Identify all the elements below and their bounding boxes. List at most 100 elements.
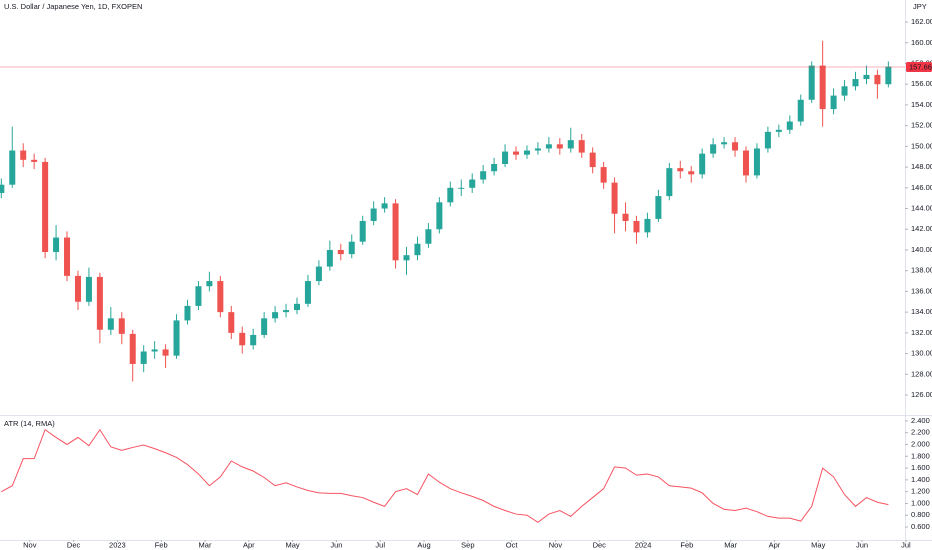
candle-body [403,255,410,261]
x-tick-label: Jun [856,540,868,549]
candle-body [425,229,432,244]
y-tick-label: 148.000 [911,162,932,171]
candle-body [293,303,301,311]
candle-body [304,281,311,304]
candle-body [228,312,235,333]
candle-body [677,168,684,172]
x-tick-label: May [811,540,825,549]
y-tick-label: 156.000 [911,79,932,88]
y-tick-label: 1.800 [911,451,930,460]
candle-body [819,65,826,110]
y-tick-label: 140.000 [911,245,932,254]
y-tick-label: 0.600 [911,522,930,531]
x-tick-label: Dec [67,540,81,549]
y-tick-label: 1.000 [911,498,930,507]
candle-body [315,266,322,282]
candle-body [250,334,257,346]
candle-body [502,151,509,164]
candle-body [9,150,16,185]
symbol-title: U.S. Dollar / Japanese Yen, 1D, FXOPEN [4,2,142,11]
candle-body [162,349,169,356]
y-tick-label: 126.000 [911,390,932,399]
x-tick-label: Jun [330,540,342,549]
candle-body [42,161,49,253]
y-tick-label: 144.000 [911,204,932,213]
y-tick-label: 160.000 [911,38,932,47]
candle-body [753,148,760,176]
candle-body [655,196,662,219]
candle-body [129,333,136,364]
candle-body [64,237,71,276]
y-tick-label: 154.000 [911,100,932,109]
x-tick-label: Apr [769,540,781,549]
candle-body [217,281,224,313]
candle-body [392,203,399,261]
candle-body [85,276,92,302]
x-tick-label: Oct [506,540,519,549]
y-tick-label: 150.000 [911,141,932,150]
y-tick-label: 142.000 [911,224,932,233]
x-tick-label: 2023 [109,540,126,549]
candle-body [173,320,180,356]
last-price-box [906,62,932,73]
currency-label: JPY [913,2,927,11]
candle-body [600,167,607,183]
candle-body [74,275,81,302]
y-tick-label: 2.200 [911,428,930,437]
y-tick-label: 138.000 [911,266,932,275]
candle-body [436,202,443,230]
candle-body [556,144,563,149]
candle-body [885,66,892,85]
candle-body [688,171,695,175]
candle-body [0,184,5,193]
x-tick-label: Feb [680,540,693,549]
candle-body [513,151,520,155]
y-tick-label: 130.000 [911,349,932,358]
candle-body [184,305,191,321]
candle-body [359,220,366,242]
candle-body [151,349,158,352]
y-tick-label: 0.800 [911,510,930,519]
y-tick-label: 134.000 [911,307,932,316]
candle-body [786,121,793,130]
y-tick-label: 2.000 [911,439,930,448]
candle-body [458,187,465,189]
candle-body [523,150,530,155]
candle-body [589,152,596,168]
candle-body [699,153,706,175]
candle-body [206,281,213,287]
candle-body [370,208,377,221]
candle-body [118,318,125,334]
candle-body [633,220,640,233]
candle-body [622,213,629,221]
candle-body [140,351,147,364]
candle-body [337,249,344,255]
x-tick-label: Nov [549,540,563,549]
candle-body [534,148,541,151]
candle-body [31,159,38,162]
candle-body [414,243,421,256]
x-tick-label: Aug [417,540,430,549]
candle-body [666,168,673,197]
candle-body [381,203,388,209]
y-tick-label: 152.000 [911,121,932,130]
y-tick-label: 146.000 [911,183,932,192]
candle-body [874,74,881,85]
x-tick-label: Nov [23,540,37,549]
candle-body [96,276,103,330]
candle-body [841,86,848,96]
indicator-title: ATR (14, RMA) [4,419,55,428]
candle-body [469,179,476,188]
y-tick-label: 1.400 [911,475,930,484]
candle-body [20,150,27,160]
candle-body [195,286,202,306]
x-tick-label: Sep [461,540,474,549]
candle-body [775,129,782,132]
candle-body [721,142,728,145]
y-tick-label: 2.400 [911,416,930,425]
candle-body [830,95,837,110]
x-tick-label: Dec [593,540,607,549]
candle-body [863,74,870,80]
atr-line [1,428,889,523]
